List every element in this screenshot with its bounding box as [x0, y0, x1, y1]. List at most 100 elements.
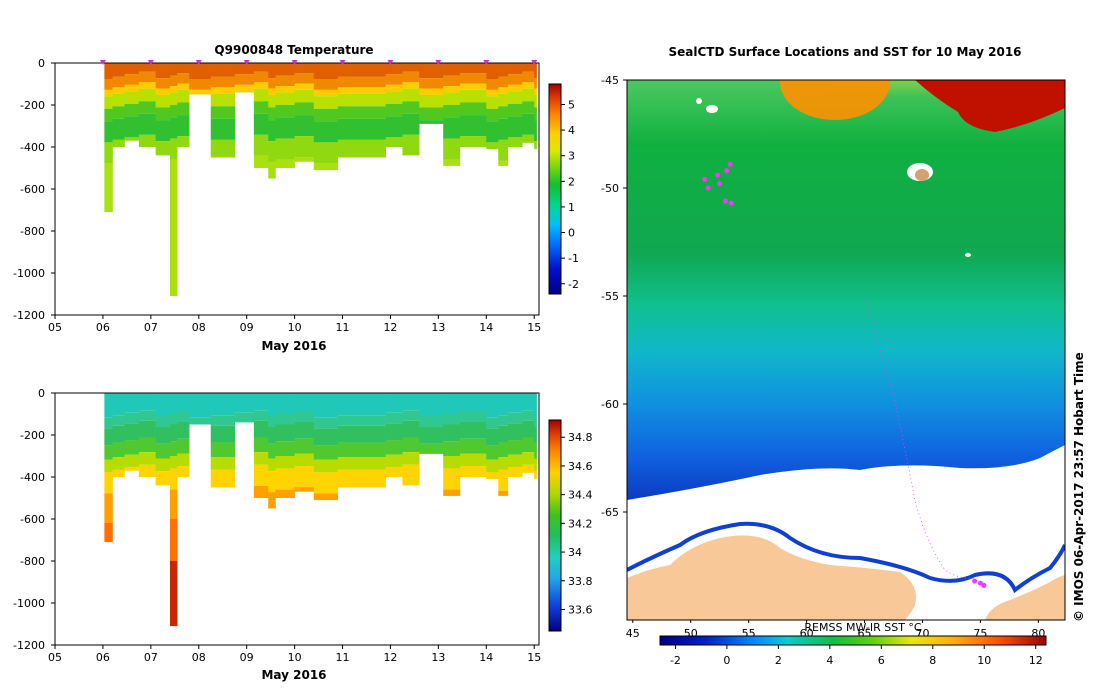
profile-marker	[243, 60, 250, 65]
sal-cell	[486, 472, 499, 480]
temp-cell	[124, 63, 140, 75]
temp-cell	[402, 101, 420, 114]
sal-cell	[294, 411, 315, 422]
temp-cell	[522, 113, 535, 135]
temp-cell	[294, 157, 315, 162]
temp-cell	[522, 134, 535, 143]
temp-cell	[210, 139, 236, 158]
sal-y-tick-label: -800	[20, 555, 45, 568]
sal-cell	[313, 459, 339, 473]
temp-cell	[170, 117, 178, 139]
temp-cell	[385, 116, 403, 138]
sst-cbar-tick-label: 4	[826, 654, 833, 667]
temp-cell	[112, 76, 125, 88]
temp-cbar-tick-label: -1	[568, 252, 579, 265]
sst-cbar-tick-label: 6	[878, 654, 885, 667]
temp-cell	[253, 101, 269, 114]
temp-cell	[522, 101, 535, 114]
sal-cell	[534, 416, 537, 428]
temp-y-tick-label: -600	[20, 183, 45, 196]
temp-cell	[313, 121, 339, 143]
profile-marker	[387, 60, 394, 65]
sal-cell	[534, 471, 537, 480]
temp-cell	[486, 121, 499, 143]
sal-y-tick-label: -600	[20, 513, 45, 526]
temp-cell	[507, 91, 523, 104]
sal-cell	[419, 393, 444, 417]
temp-cell	[124, 116, 140, 138]
temp-cell	[138, 101, 156, 114]
sal-cell	[104, 493, 113, 523]
seal-track-line	[865, 299, 976, 579]
temp-cell	[385, 91, 403, 104]
temp-cell	[385, 84, 403, 92]
sal-cell	[138, 420, 156, 438]
seal-surface-location	[717, 181, 723, 187]
sal-cell	[177, 393, 190, 412]
sal-cell	[275, 414, 295, 425]
temp-cell	[459, 83, 487, 90]
temp-y-tick-label: 0	[38, 57, 45, 70]
temp-cell	[498, 118, 509, 140]
sal-cell	[443, 414, 461, 425]
sal-cell	[486, 417, 499, 429]
sal-cell	[419, 427, 444, 444]
sal-cell	[268, 427, 276, 444]
temp-cell	[294, 102, 315, 116]
sal-cell	[253, 437, 269, 453]
sal-cell	[268, 443, 276, 459]
sal-cell	[177, 421, 190, 439]
sal-cell	[275, 393, 295, 414]
temp-cell	[104, 121, 113, 143]
sal-x-tick-label: 05	[48, 651, 62, 664]
temp-cell	[337, 93, 386, 107]
temp-cell	[337, 106, 386, 119]
temp-cell	[486, 63, 499, 80]
sal-x-tick-label: 07	[144, 651, 158, 664]
temp-cell	[313, 163, 339, 171]
temp-x-tick-label: 07	[144, 321, 158, 334]
temp-cell	[486, 96, 499, 109]
temp-cell	[268, 141, 276, 163]
temp-cell	[507, 103, 523, 117]
sal-cell	[294, 487, 315, 492]
sal-cell	[313, 428, 339, 446]
temp-cell	[498, 139, 509, 161]
temp-cell	[124, 84, 140, 92]
sal-cell	[498, 490, 509, 496]
temp-y-tick-label: -1000	[13, 267, 45, 280]
sal-cell	[385, 440, 403, 455]
sst-map-frame	[626, 79, 1066, 621]
temp-cell	[402, 134, 420, 156]
temp-cell	[522, 63, 535, 72]
temp-cell	[170, 75, 178, 87]
temp-cell	[443, 159, 461, 166]
sal-cell	[313, 472, 339, 494]
sal-cell	[104, 428, 113, 446]
temp-cell	[155, 107, 171, 121]
temp-cell	[177, 136, 190, 147]
sal-cell	[268, 458, 276, 472]
temp-cell	[507, 63, 523, 75]
sal-cell	[337, 442, 386, 458]
antarctica-land-east	[985, 575, 1065, 620]
warm-core-red	[915, 80, 1065, 132]
temp-cell	[112, 139, 125, 147]
sal-x-tick-label: 06	[96, 651, 110, 664]
temp-cell	[486, 108, 499, 122]
temp-x-tick-label: 06	[96, 321, 110, 334]
sal-cell	[507, 440, 523, 455]
sst-colorbar-label: REMSS MW-IR SST °C	[804, 621, 922, 634]
temp-cell	[443, 75, 461, 87]
sal-x-tick-label: 10	[288, 651, 302, 664]
seal-surface-location	[722, 198, 728, 204]
sal-cell	[210, 425, 236, 443]
temp-x-tick-label: 14	[479, 321, 493, 334]
temp-cell	[419, 120, 444, 124]
sal-cell	[170, 519, 178, 561]
temp-cell	[522, 71, 535, 83]
sal-cell	[275, 441, 295, 456]
temp-x-tick-label: 12	[383, 321, 397, 334]
temp-cell	[210, 87, 236, 94]
temp-cell	[337, 139, 386, 158]
